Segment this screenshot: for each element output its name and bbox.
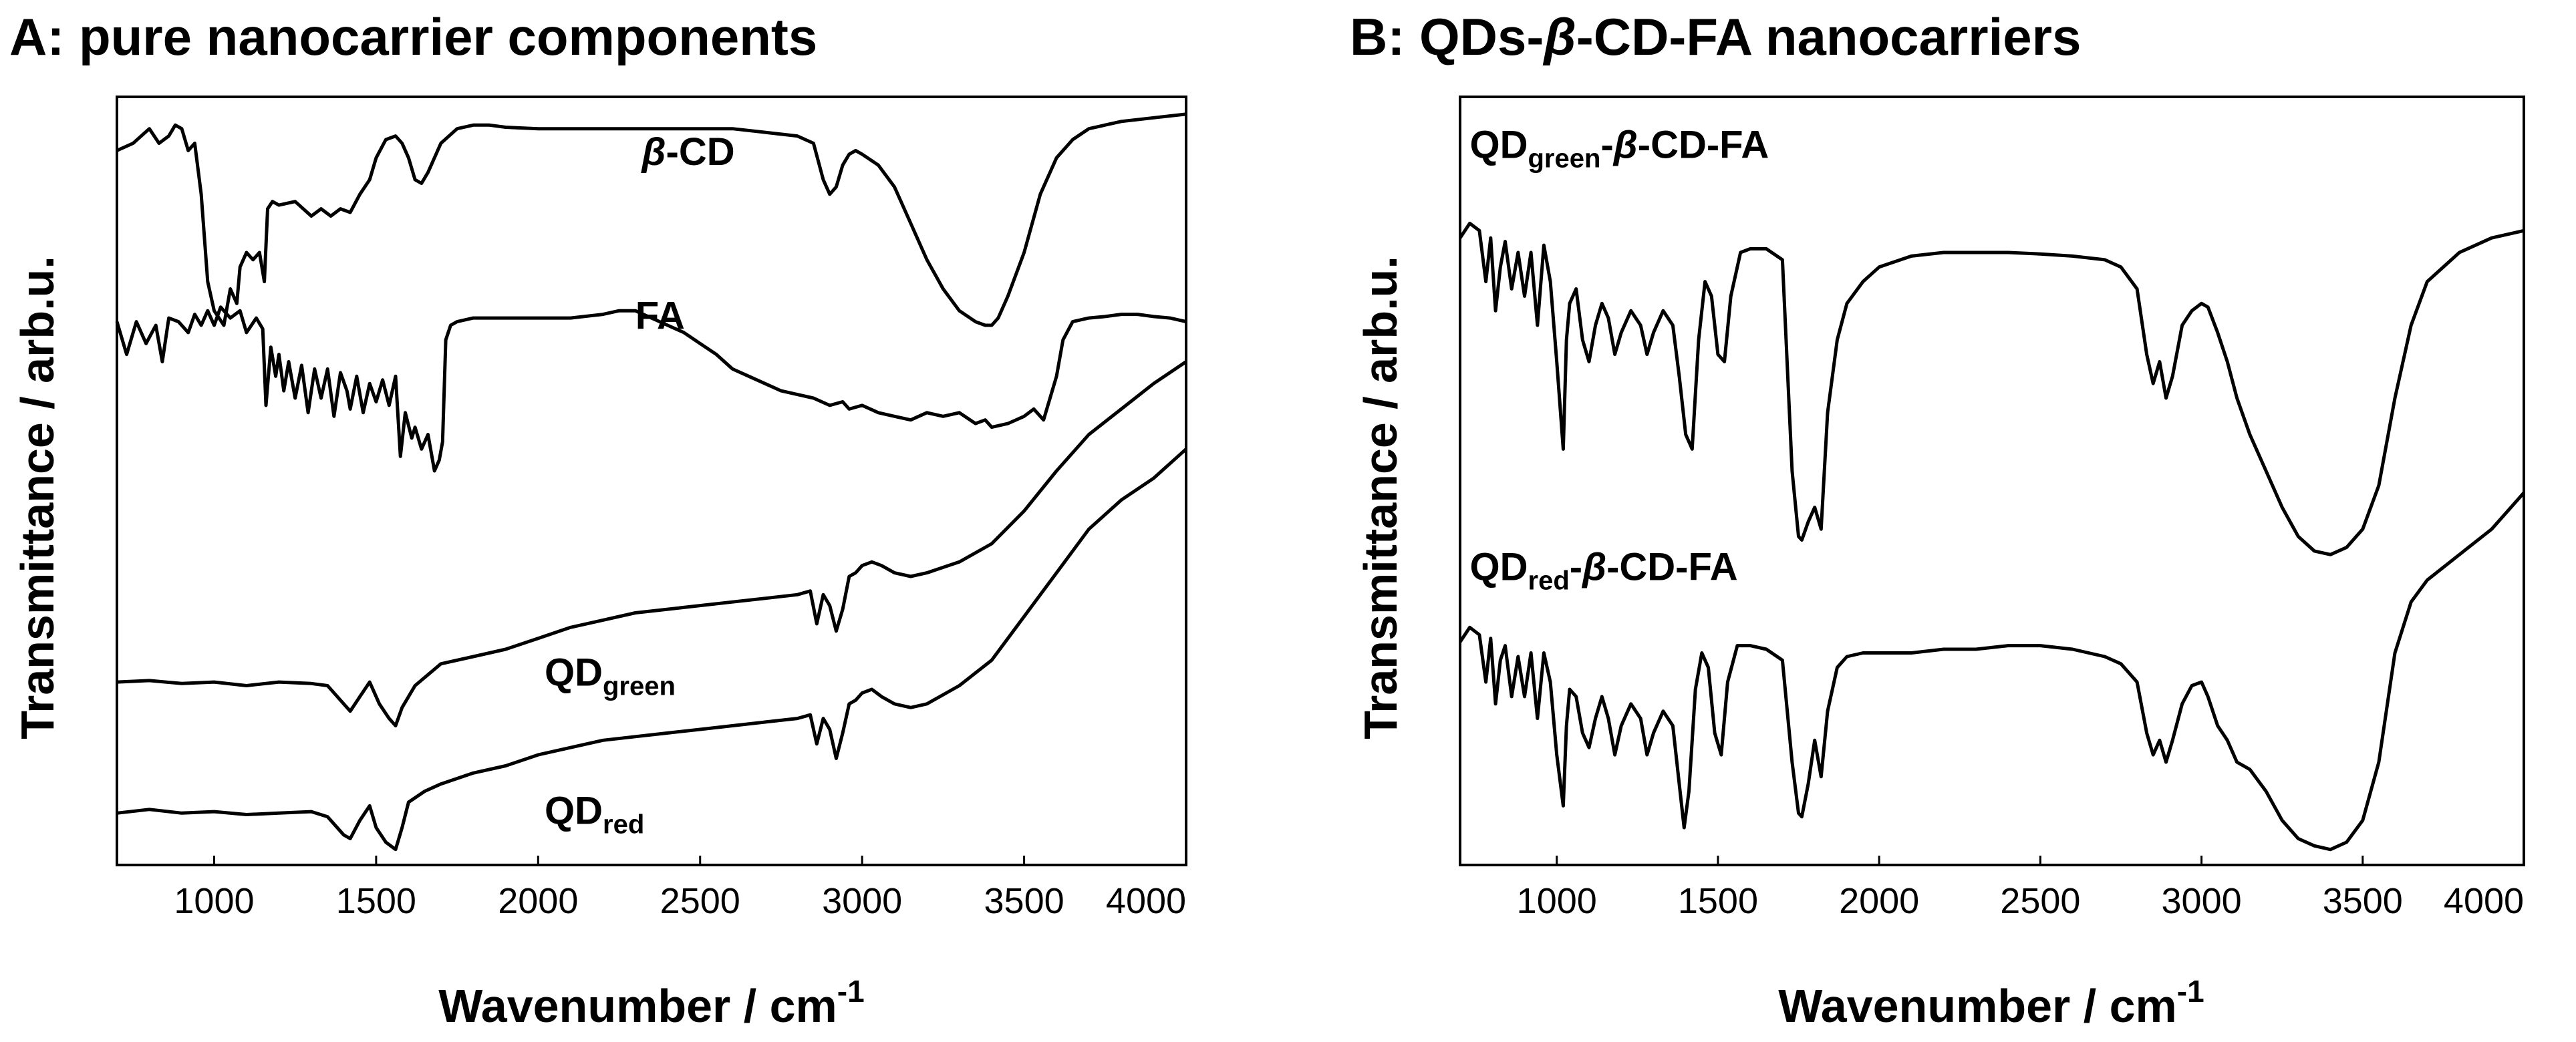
panel-a-tick-label-0: 1000 xyxy=(174,881,254,921)
panel-b-tick-label-5: 3500 xyxy=(2323,881,2403,921)
panel-a-tick-label-3: 2500 xyxy=(660,881,740,921)
panel-b-tick-label-2: 2000 xyxy=(1839,881,1919,921)
panel-b-frame xyxy=(1459,96,2525,866)
panel-b-tick-label-6: 4000 xyxy=(2444,881,2524,921)
panel-b-tick-label-3: 2500 xyxy=(2000,881,2080,921)
panel-b-series-1-line xyxy=(1458,492,2525,852)
panel-b-labels: QDgreen-β-CD-FA QDred-β-CD-FA xyxy=(1470,123,1769,595)
panel-b-title: B: QDs-β-CD-FA nanocarriers xyxy=(1350,7,2081,66)
panel-a-series-0-line xyxy=(116,112,1187,327)
panel-a-series-2-line xyxy=(116,360,1187,727)
panel-b-series-0-label: QDgreen-β-CD-FA xyxy=(1470,123,1769,173)
panel-b-series-0-line xyxy=(1458,221,2525,556)
panel-b-ticks: 1000 1500 2000 2500 3000 3500 4000 xyxy=(1517,856,2525,921)
panel-b-y-axis-title: Transmittance / arb.u. xyxy=(1354,256,1407,739)
panel-b-series xyxy=(1458,221,2525,852)
panel-a-tick-label-4: 3000 xyxy=(822,881,902,921)
panel-a-series-1-label: FA xyxy=(635,294,685,337)
panel-a: A: pure nanocarrier components 1000 1500 2… xyxy=(9,7,1187,1032)
panel-a-series-3-label: QDred xyxy=(545,790,644,840)
panel-a-tick-label-2: 2000 xyxy=(498,881,578,921)
panel-a-series-2-label: QDgreen xyxy=(545,651,676,701)
panel-a-x-axis-title: Wavenumber / cm-1 xyxy=(438,974,864,1032)
panel-b-series-1-label: QDred-β-CD-FA xyxy=(1470,546,1738,596)
panel-a-ticks: 1000 1500 2000 2500 3000 3500 4000 xyxy=(174,856,1187,921)
panel-a-frame xyxy=(116,96,1187,866)
panel-a-series-3-line xyxy=(116,448,1187,852)
panel-a-tick-label-5: 3500 xyxy=(984,881,1064,921)
panel-b-tick-label-1: 1500 xyxy=(1678,881,1758,921)
panel-b-tick-label-4: 3000 xyxy=(2162,881,2242,921)
panel-a-series-0-label: β-CD xyxy=(641,130,735,174)
panel-a-tick-label-1: 1500 xyxy=(336,881,416,921)
panel-a-labels: β-CD FA QDgreen QDred xyxy=(545,130,735,840)
panel-b-tick-label-0: 1000 xyxy=(1517,881,1597,921)
panel-a-series xyxy=(115,112,1187,852)
panel-a-series-1-line xyxy=(115,305,1187,473)
panel-a-title: A: pure nanocarrier components xyxy=(9,7,817,66)
panel-b: B: QDs-β-CD-FA nanocarriers 1000 1500 2000… xyxy=(1350,7,2525,1032)
panel-a-y-axis-title: Transmittance / arb.u. xyxy=(11,256,63,739)
panel-b-x-axis-title: Wavenumber / cm-1 xyxy=(1778,974,2204,1032)
panel-a-tick-label-6: 4000 xyxy=(1106,881,1186,921)
